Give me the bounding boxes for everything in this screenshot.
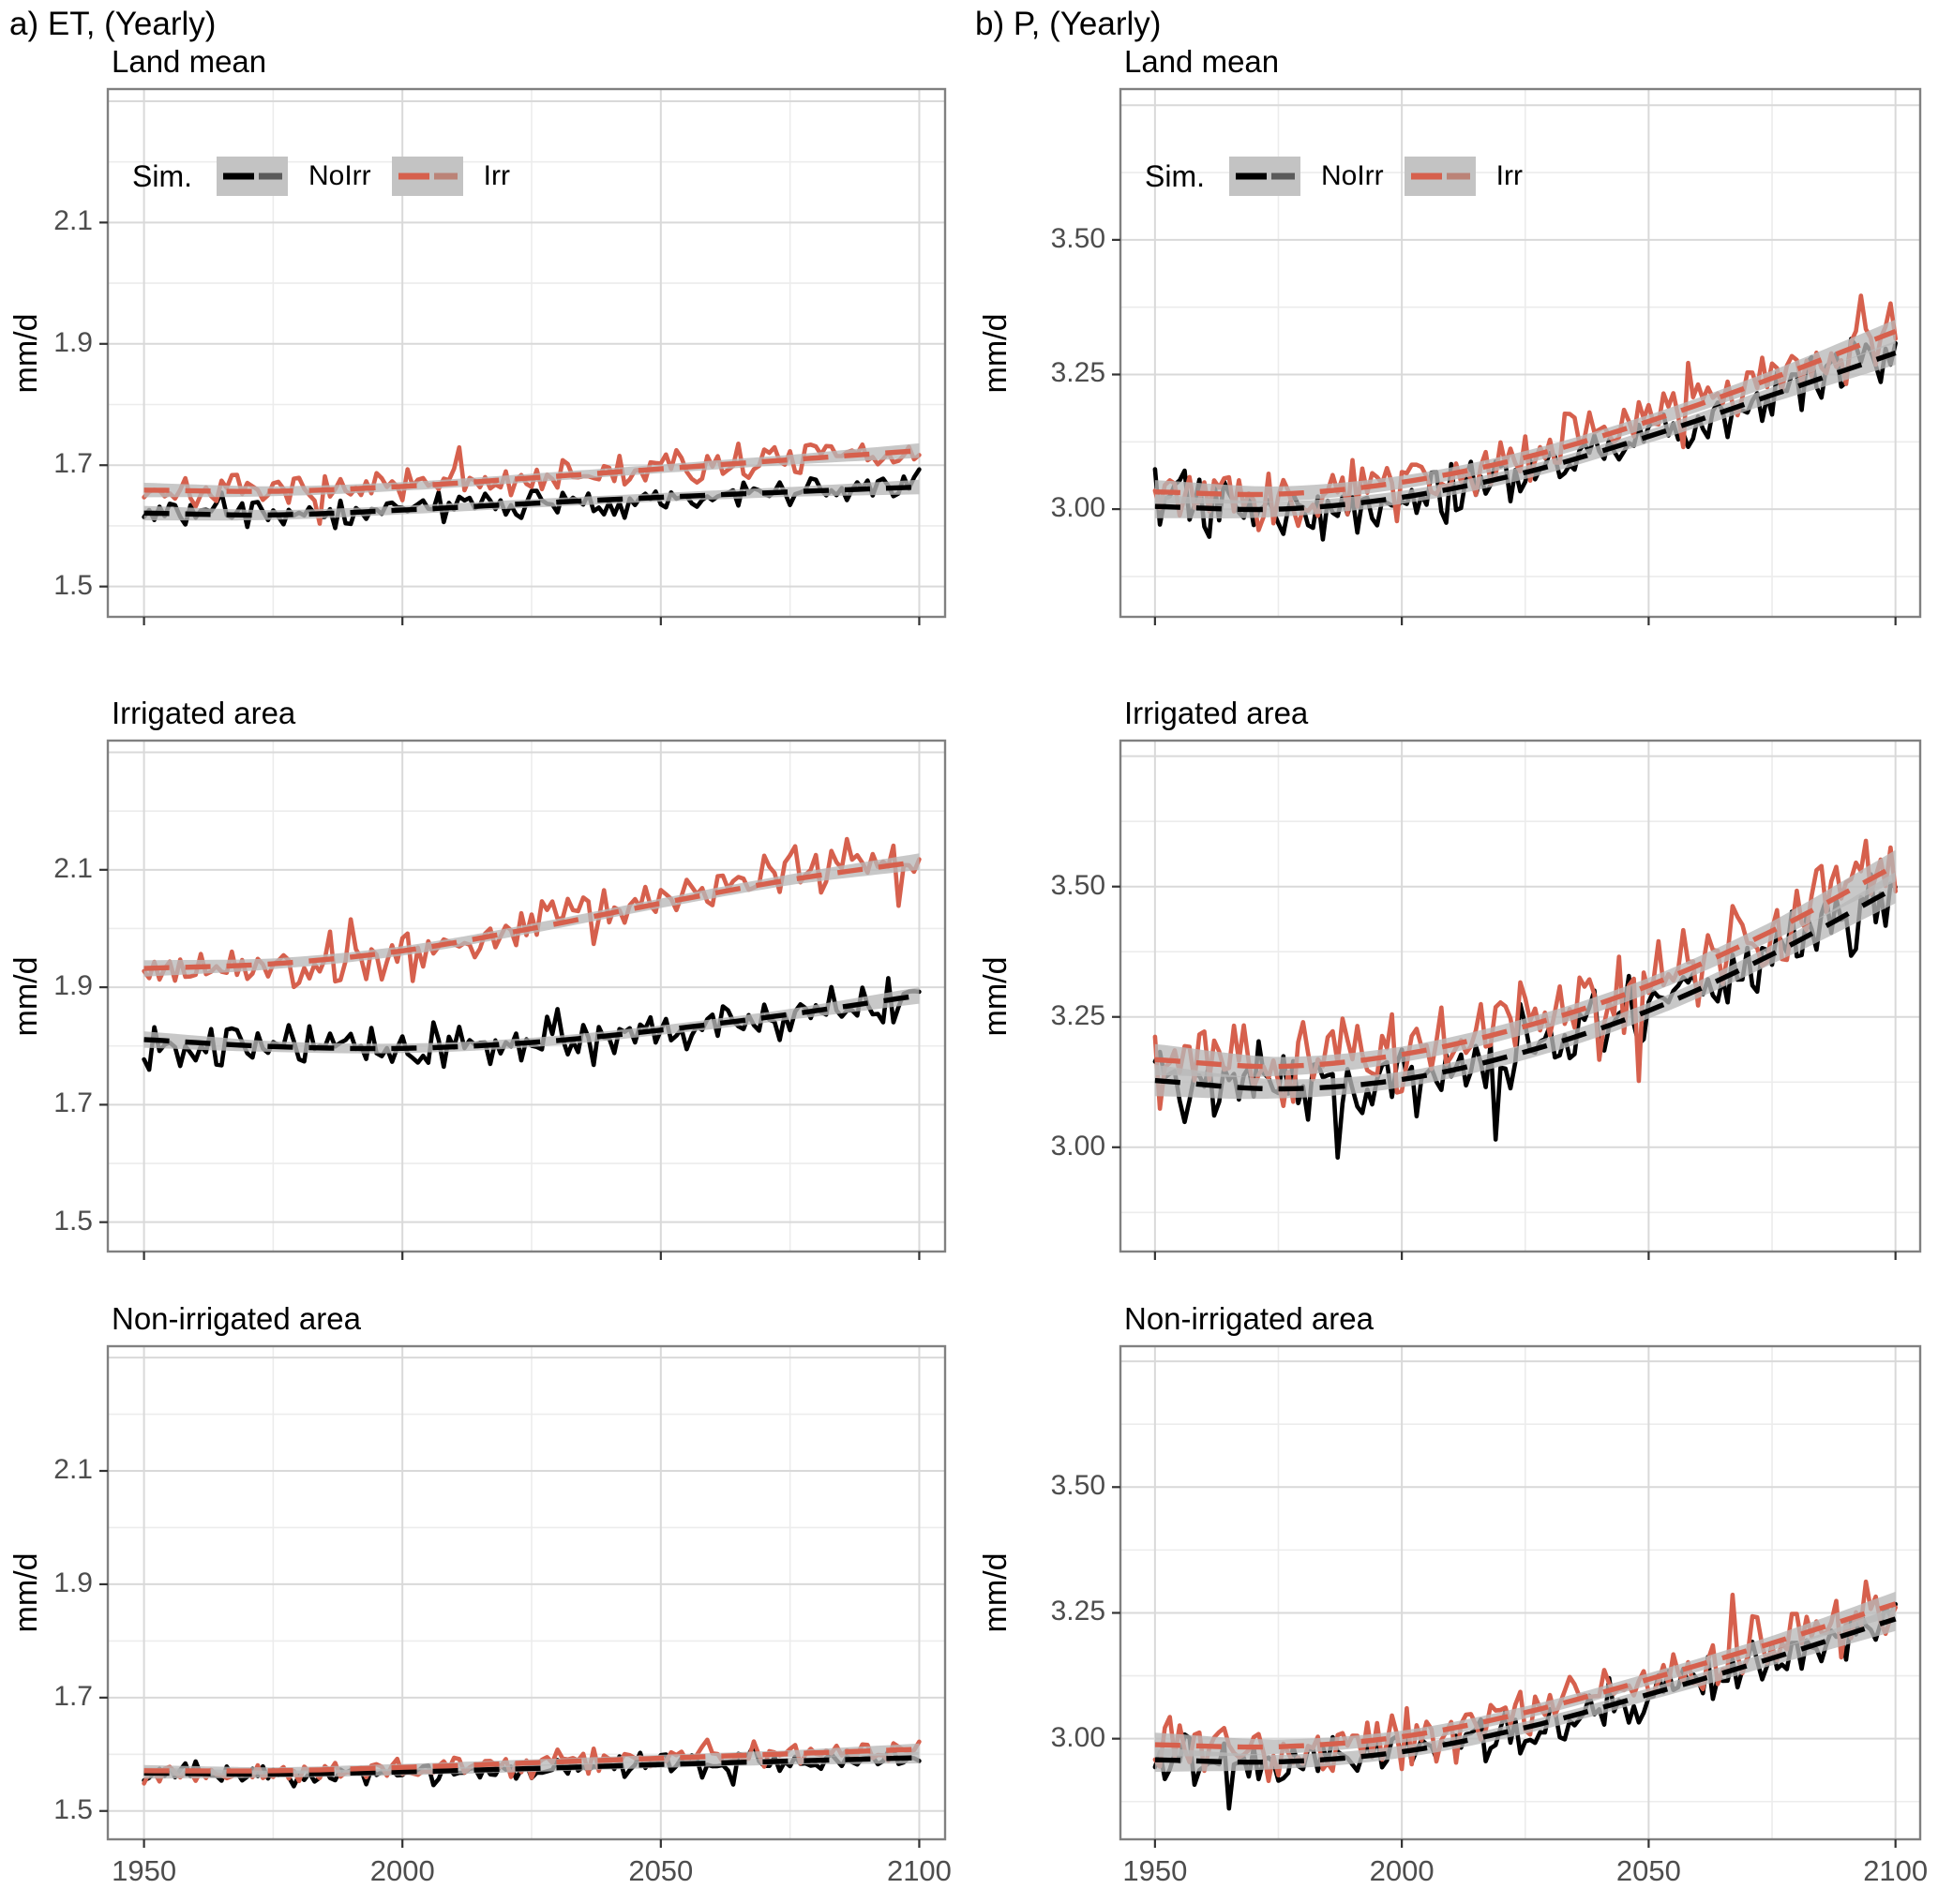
legend-title: Sim. (1145, 158, 1205, 193)
y-tick-label: 3.25 (1050, 1596, 1105, 1627)
legend-key-irr (391, 157, 463, 196)
y-tick-label: 1.5 (53, 1205, 93, 1237)
smooth-line-noirr (143, 1755, 920, 1777)
smooth-band-irr (1154, 319, 1896, 504)
y-axis-title: mm/d (978, 1552, 1014, 1633)
y-tick-label: 1.7 (53, 1087, 93, 1119)
x-tick-label: 2000 (369, 1854, 435, 1887)
legend-key-noirr (217, 157, 288, 196)
y-tick-label: 1.5 (53, 569, 93, 601)
panel-border (106, 1344, 947, 1841)
smooth-line-irr (1154, 1601, 1897, 1750)
panel-title-et-land-mean: Land mean (112, 44, 267, 79)
smooth-line-irr (143, 448, 920, 494)
y-axis-title: mm/d (978, 956, 1014, 1036)
y-tick-label: 3.50 (1050, 869, 1105, 901)
x-tick-label: 2050 (1615, 1854, 1681, 1887)
legend-label-noirr: NoIrr (1321, 160, 1384, 191)
smooth-line-irr (1154, 328, 1897, 498)
y-tick-label: 3.00 (1050, 1130, 1105, 1162)
panel-title-p-irrigated-area: Irrigated area (1124, 696, 1309, 730)
y-tick-label: 3.00 (1050, 492, 1105, 524)
y-tick-label: 3.00 (1050, 1721, 1105, 1753)
legend-key-swatch (1236, 172, 1295, 180)
y-tick-label: 1.9 (53, 970, 93, 1002)
plot-svg-et-land-mean (99, 87, 947, 625)
panel-border (1119, 1344, 1922, 1841)
smooth-line-noirr (143, 484, 920, 518)
smooth-band-irr (1154, 1591, 1896, 1757)
legend-label-noirr: NoIrr (308, 160, 371, 191)
legend-label-irr: Irr (483, 160, 510, 191)
column-title-b: b) P, (Yearly) (975, 6, 1162, 42)
smooth-line-noirr (143, 993, 920, 1052)
data-line-irr (142, 442, 922, 526)
y-axis-title: mm/d (8, 1552, 44, 1633)
panel-et-land-mean: Sim. NoIrr Irr (99, 87, 947, 625)
y-tick-label: 1.9 (53, 1567, 93, 1598)
smooth-band-noirr (143, 479, 920, 521)
y-tick-label: 3.50 (1050, 222, 1105, 254)
column-title-a: a) ET, (Yearly) (9, 6, 217, 42)
y-tick-label: 1.7 (53, 1680, 93, 1712)
panel-et-non-irrigated-area (99, 1344, 947, 1848)
panel-background (108, 741, 945, 1252)
x-tick-label: 1950 (1122, 1854, 1188, 1887)
panel-et-irrigated-area (99, 739, 947, 1260)
plot-svg-p-non-irrigated-area (1112, 1344, 1922, 1848)
y-tick-label: 1.7 (53, 448, 93, 480)
panel-title-p-non-irrigated-area: Non-irrigated area (1124, 1301, 1374, 1336)
plot-svg-et-non-irrigated-area (99, 1344, 947, 1848)
legend-key-noirr (1229, 157, 1300, 196)
smooth-band-irr (1154, 849, 1896, 1077)
legend-label-irr: Irr (1495, 160, 1523, 191)
panel-title-p-land-mean: Land mean (1124, 44, 1280, 79)
smooth-line-irr (143, 859, 920, 971)
x-tick-label: 2100 (1863, 1854, 1929, 1887)
legend-title: Sim. (132, 158, 192, 193)
panel-p-irrigated-area (1112, 739, 1922, 1260)
x-tick-label: 1950 (112, 1854, 177, 1887)
panel-title-et-irrigated-area: Irrigated area (112, 696, 296, 730)
y-axis-title: mm/d (8, 956, 44, 1036)
y-tick-label: 3.50 (1050, 1470, 1105, 1502)
smooth-band-irr (143, 853, 920, 977)
x-tick-label: 2100 (886, 1854, 952, 1887)
panel-border (1119, 87, 1922, 619)
data-line-noirr (1152, 337, 1898, 542)
y-tick-label: 2.1 (53, 1454, 93, 1485)
plot-svg-et-irrigated-area (99, 739, 947, 1260)
y-tick-label: 3.25 (1050, 357, 1105, 389)
panel-border (106, 739, 947, 1253)
legend-key-swatch (398, 172, 458, 180)
smooth-band-irr (143, 1743, 920, 1777)
legend: Sim. NoIrr Irr (1145, 157, 1523, 196)
y-tick-label: 1.5 (53, 1793, 93, 1825)
x-tick-label: 2050 (628, 1854, 694, 1887)
panel-title-et-non-irrigated-area: Non-irrigated area (112, 1301, 361, 1336)
smooth-band-irr (143, 442, 920, 498)
y-tick-label: 2.1 (53, 852, 93, 884)
smooth-line-noirr (1154, 350, 1897, 513)
panel-border (106, 87, 947, 619)
smooth-line-irr (1154, 863, 1897, 1070)
plot-svg-p-irrigated-area (1112, 739, 1922, 1260)
y-axis-title: mm/d (978, 313, 1014, 393)
y-tick-label: 3.25 (1050, 999, 1105, 1031)
legend-key-swatch (1410, 172, 1470, 180)
legend-key-swatch (223, 172, 282, 180)
legend: Sim. NoIrr Irr (132, 157, 510, 196)
y-tick-label: 2.1 (53, 205, 93, 237)
panel-border (1119, 739, 1922, 1253)
y-tick-label: 1.9 (53, 326, 93, 358)
smooth-line-irr (143, 1747, 920, 1774)
x-tick-label: 2000 (1369, 1854, 1435, 1887)
y-axis-title: mm/d (8, 313, 44, 393)
smooth-line-noirr (1154, 1616, 1897, 1765)
smooth-line-noirr (1154, 885, 1897, 1092)
panel-p-non-irrigated-area (1112, 1344, 1922, 1848)
panel-p-land-mean: Sim. NoIrr Irr (1112, 87, 1922, 625)
legend-key-irr (1404, 157, 1476, 196)
